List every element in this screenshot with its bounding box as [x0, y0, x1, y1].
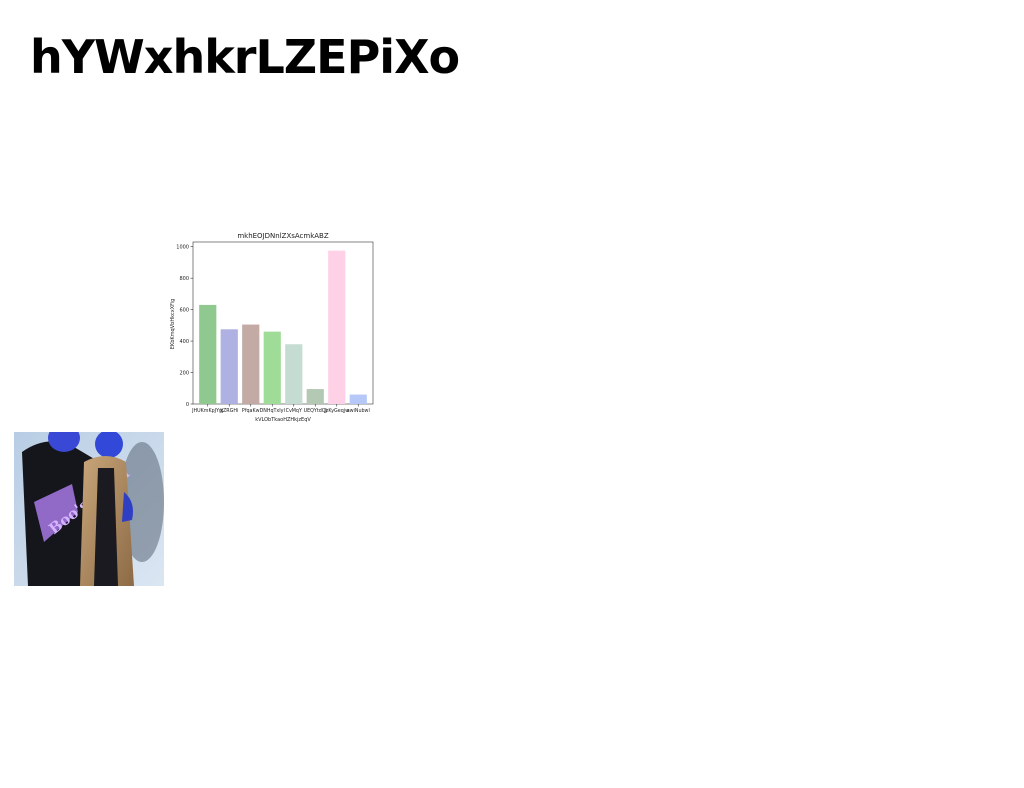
x-tick-label: UEQYtdQj — [304, 408, 327, 414]
bar-1 — [220, 329, 238, 404]
bar-chart-svg: mkhEOJDNnlZXsAcmkABZ EKbKmqVbHkcxXFig kV… — [170, 232, 374, 423]
chart-x-axis-label: kVLObTkaoHZHkjzEqV — [255, 417, 311, 423]
chart-title: mkhEOJDNnlZXsAcmkABZ — [237, 232, 329, 240]
y-tick-label: 200 — [179, 370, 189, 376]
x-tick-label: kZRGHi — [220, 408, 238, 414]
y-tick-label: 0 — [186, 402, 189, 408]
bar-0 — [199, 304, 217, 404]
y-tick-label: 400 — [179, 339, 189, 345]
bar-5 — [306, 389, 324, 404]
chart-y-axis-label: EKbKmqVbHkcxXFig — [170, 299, 176, 349]
y-tick-label: 800 — [179, 276, 189, 282]
bar-2 — [242, 324, 260, 404]
y-tick-label: 1000 — [176, 245, 189, 251]
x-tick-label: CvMqY — [286, 408, 302, 414]
y-tick-label: 600 — [179, 307, 189, 313]
bar-7 — [349, 394, 367, 404]
bar-6 — [328, 250, 346, 404]
people-photo: Boo's Wood — [14, 432, 164, 586]
page-headline: hYWxhkrLZEPiXo — [30, 30, 460, 84]
photo-illustration: Boo's Wood — [14, 432, 164, 586]
x-tick-label: JzKyGeqjw — [323, 408, 349, 414]
bar-3 — [263, 331, 281, 404]
bar-4 — [285, 344, 303, 404]
x-tick-label: JHUKmKpJYgj — [191, 408, 223, 414]
x-tick-label: DNHqTxIyI — [260, 408, 285, 414]
x-tick-label: awiNubwl — [347, 408, 370, 414]
plot-frame — [192, 241, 374, 405]
x-tick-label: PfqaKw — [242, 408, 260, 414]
bar-chart: mkhEOJDNnlZXsAcmkABZ EKbKmqVbHkcxXFig kV… — [160, 228, 380, 428]
